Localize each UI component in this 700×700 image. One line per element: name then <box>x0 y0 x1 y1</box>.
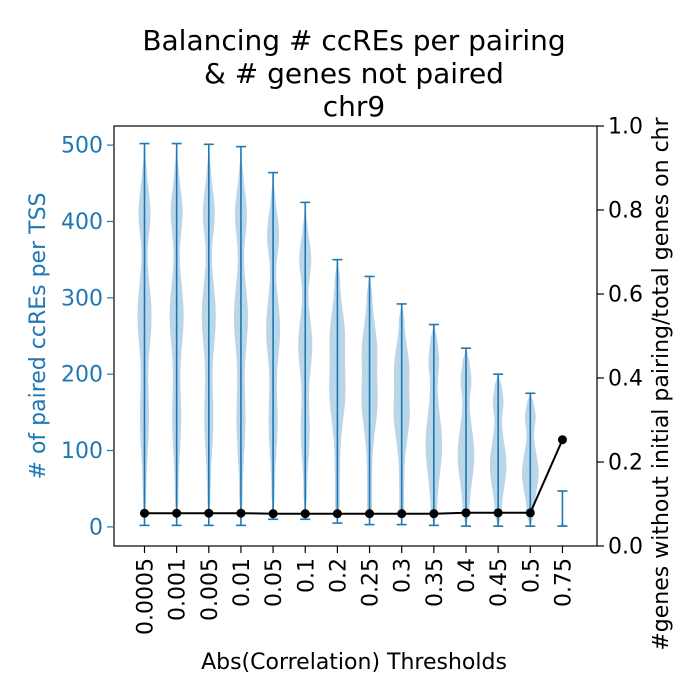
x-axis: 0.0005 0.001 0.005 0.01 0.05 0.1 0.2 0.25 0.3 0.3… <box>134 546 576 635</box>
line-point-0.1 <box>300 509 310 519</box>
line-point-0.45 <box>493 508 503 518</box>
line-path <box>144 439 564 515</box>
plot-frame <box>113 125 598 547</box>
line-point-0.35 <box>429 509 439 519</box>
x-tick-label-0.4: 0.4 <box>455 558 480 593</box>
violin-series <box>137 142 572 527</box>
line-point-0.001 <box>172 508 182 518</box>
y-left-tick-label-200: 200 <box>61 363 103 388</box>
y-right-tick-label-0.8: 0.8 <box>608 199 643 224</box>
y-left-tick-label-300: 300 <box>61 286 103 311</box>
x-tick-label-0.0005: 0.0005 <box>134 558 159 635</box>
y-axis-left: 0 100 200 300 400 500 <box>61 134 114 540</box>
x-tick-label-0.5: 0.5 <box>519 558 544 593</box>
x-tick-label-0.1: 0.1 <box>294 558 319 593</box>
x-tick-label-0.001: 0.001 <box>166 558 191 621</box>
x-tick-label-0.25: 0.25 <box>359 558 384 607</box>
y-axis-right-label: #genes without initial pairing/total gen… <box>649 116 674 650</box>
line-point-0.005 <box>204 508 214 518</box>
line-point-0.01 <box>236 508 246 518</box>
line-point-0.5 <box>525 508 535 518</box>
y-right-tick-label-0.6: 0.6 <box>608 283 643 308</box>
chart-title: Balancing # ccREs per pairing& # genes n… <box>142 24 565 123</box>
line-point-0.4 <box>461 508 471 518</box>
title-line-0: Balancing # ccREs per pairing <box>142 24 565 57</box>
line-point-0.0005 <box>140 508 149 518</box>
y-left-tick-label-100: 100 <box>61 439 103 464</box>
y-right-tick-label-0.2: 0.2 <box>608 451 643 476</box>
y-left-tick-label-500: 500 <box>61 134 103 159</box>
y-right-tick-label-1.0: 1.0 <box>608 115 643 140</box>
line-point-0.2 <box>332 509 342 519</box>
y-left-tick-label-400: 400 <box>61 210 103 235</box>
x-tick-label-0.75: 0.75 <box>551 558 576 607</box>
x-tick-label-0.05: 0.05 <box>262 558 287 607</box>
x-axis-label: Abs(Correlation) Thresholds <box>201 650 507 675</box>
x-tick-label-0.45: 0.45 <box>487 558 512 607</box>
y-right-tick-label-0.4: 0.4 <box>608 367 643 392</box>
x-tick-label-0.35: 0.35 <box>423 558 448 607</box>
x-tick-label-0.005: 0.005 <box>198 558 223 621</box>
y-axis-left-label: # of paired ccREs per TSS <box>26 193 51 480</box>
line-series <box>140 435 567 519</box>
title-line-2: chr9 <box>323 90 385 123</box>
y-left-tick-label-0: 0 <box>89 515 103 540</box>
line-point-0.25 <box>365 509 375 519</box>
y-right-tick-label-0.0: 0.0 <box>608 535 643 560</box>
x-tick-label-0.2: 0.2 <box>326 558 351 593</box>
x-tick-label-0.3: 0.3 <box>391 558 416 593</box>
x-tick-label-0.01: 0.01 <box>230 558 255 607</box>
y-axis-right: 0.0 0.2 0.4 0.6 0.8 1.0 <box>597 115 643 560</box>
title-line-1: & # genes not paired <box>204 57 504 90</box>
line-point-0.3 <box>397 509 407 519</box>
line-point-0.05 <box>268 509 278 519</box>
line-point-0.75 <box>557 435 567 445</box>
